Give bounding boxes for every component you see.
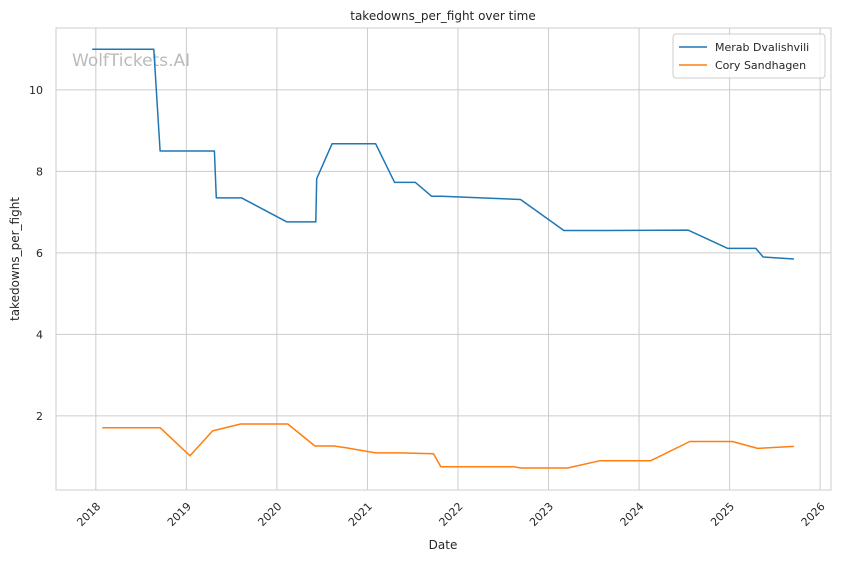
plot-area-frame	[55, 27, 832, 491]
grid	[56, 28, 831, 490]
y-axis-label: takedowns_per_fight	[8, 197, 22, 321]
y-tick-label: 2	[36, 410, 43, 423]
y-tick-label: 8	[36, 165, 43, 178]
x-tick-label: 2026	[799, 500, 828, 529]
series-group	[92, 48, 794, 469]
x-axis-label: Date	[429, 538, 458, 552]
x-tick-label: 2025	[708, 500, 737, 529]
x-tick-label: 2022	[437, 500, 466, 529]
legend-label-cory: Cory Sandhagen	[715, 59, 806, 72]
x-tick-label: 2020	[255, 500, 284, 529]
watermark: WolfTickets.AI	[72, 51, 190, 71]
y-tick-label: 10	[29, 84, 43, 97]
ticks: 2018 2019 2020 2021 2022 2023 2024 2025 2026 2 4 6 8…	[29, 84, 828, 529]
y-tick-label: 4	[36, 328, 43, 341]
y-tick-label: 6	[36, 247, 43, 260]
x-tick-label: 2018	[74, 500, 103, 529]
x-tick-label: 2024	[618, 500, 647, 529]
series-line-0	[92, 48, 794, 260]
legend-box	[672, 33, 826, 79]
x-tick-label: 2019	[165, 500, 194, 529]
legend: Merab Dvalishvili Cory Sandhagen	[672, 33, 826, 79]
x-tick-label: 2021	[346, 500, 375, 529]
series-line-1	[102, 423, 794, 469]
chart-title: takedowns_per_fight over time	[350, 9, 536, 23]
x-tick-label: 2023	[527, 500, 556, 529]
legend-label-merab: Merab Dvalishvili	[715, 41, 809, 54]
